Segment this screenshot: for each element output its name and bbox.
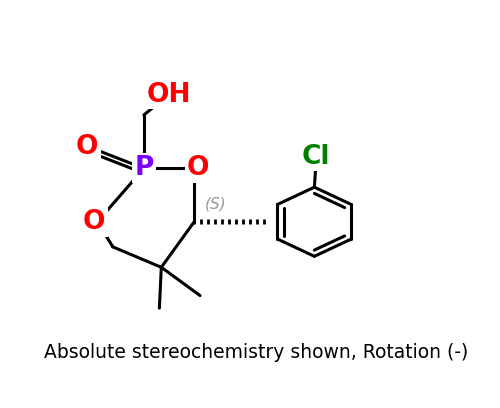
Text: Cl: Cl [302, 144, 330, 170]
Text: P: P [134, 155, 154, 181]
Text: Absolute stereochemistry shown, Rotation (-): Absolute stereochemistry shown, Rotation… [44, 343, 469, 361]
Text: O: O [187, 155, 210, 181]
Text: OH: OH [147, 82, 192, 108]
Text: (S): (S) [205, 197, 227, 212]
Text: O: O [76, 134, 98, 160]
Text: O: O [83, 209, 106, 235]
